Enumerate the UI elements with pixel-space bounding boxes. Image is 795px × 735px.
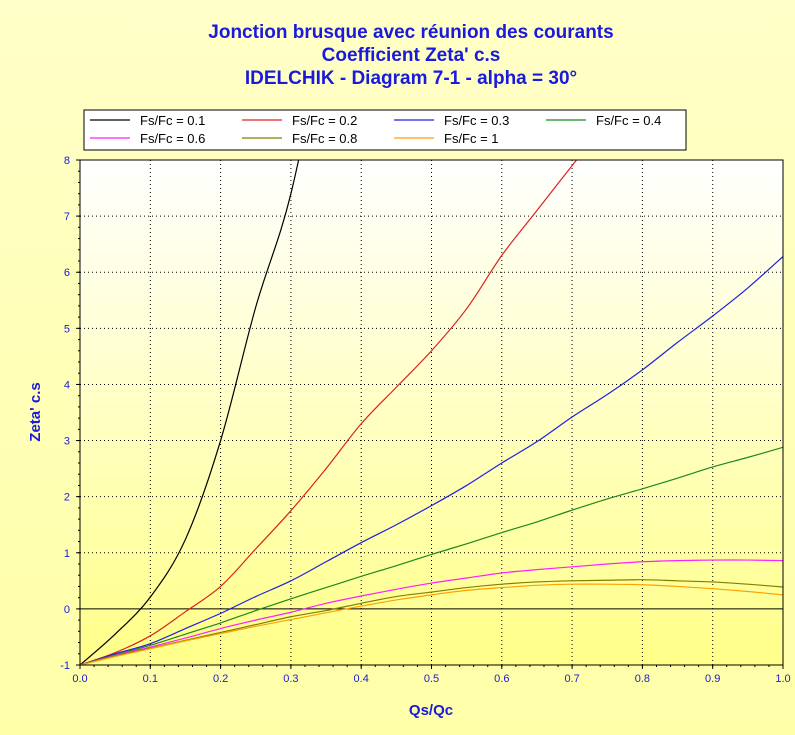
- x-axis-label: Qs/Qc: [409, 702, 453, 719]
- series-line-0: [80, 160, 300, 665]
- x-tick-label: 0.1: [143, 673, 158, 685]
- chart-title-line-2: Coefficient Zeta' c.s: [322, 45, 501, 66]
- series-line-1: [80, 160, 578, 665]
- x-tick-label: 0.3: [283, 673, 298, 685]
- legend-label: Fs/Fc = 1: [444, 131, 499, 146]
- y-tick-label: 4: [64, 379, 70, 391]
- series-line-6: [80, 583, 783, 665]
- legend-label: Fs/Fc = 0.6: [140, 131, 205, 146]
- series-line-2: [80, 256, 783, 665]
- y-tick-label: 6: [64, 267, 70, 279]
- x-tick-label: 0.8: [635, 673, 650, 685]
- series-line-4: [80, 559, 783, 665]
- legend-label: Fs/Fc = 0.4: [596, 113, 661, 128]
- legend: Fs/Fc = 0.1 Fs/Fc = 0.2 Fs/Fc = 0.3 Fs/Fc =…: [83, 109, 687, 151]
- y-tick-label: 5: [64, 323, 70, 335]
- x-tick-label: 0.7: [564, 673, 579, 685]
- y-tick-label: -1: [60, 660, 70, 672]
- y-tick-label: 2: [64, 492, 70, 504]
- legend-label: Fs/Fc = 0.3: [444, 113, 509, 128]
- x-tick-label: 0.4: [354, 673, 369, 685]
- x-tick-label: 0.6: [494, 673, 509, 685]
- x-tick-label: 0.2: [213, 673, 228, 685]
- legend-box: [83, 109, 687, 151]
- y-axis-label: Zeta' c.s: [27, 382, 44, 441]
- chart-title-line-1: Jonction brusque avec réunion des couran…: [208, 22, 613, 43]
- x-tick-label: 1.0: [775, 673, 790, 685]
- y-tick-label: 1: [64, 548, 70, 560]
- series-line-3: [80, 446, 783, 665]
- y-tick-label: 0: [64, 604, 70, 616]
- chart-title-line-3: IDELCHIK - Diagram 7-1 - alpha = 30°: [245, 68, 577, 89]
- legend-label: Fs/Fc = 0.8: [292, 131, 357, 146]
- x-tick-label: 0.5: [424, 673, 439, 685]
- y-tick-label: 8: [64, 155, 70, 167]
- axis-ticks: 0.0 0.1 0.2 0.3 0.4 0.5 0.6 0.7 0.8 0.9 1.0 -1 0 1 2 3 4…: [60, 155, 790, 685]
- series-group: [80, 160, 783, 665]
- x-tick-label: 0.9: [705, 673, 720, 685]
- x-tick-label: 0.0: [72, 673, 87, 685]
- y-tick-label: 3: [64, 436, 70, 448]
- series-line-5: [80, 579, 783, 665]
- legend-label: Fs/Fc = 0.2: [292, 113, 357, 128]
- y-tick-label: 7: [64, 211, 70, 223]
- legend-label: Fs/Fc = 0.1: [140, 113, 205, 128]
